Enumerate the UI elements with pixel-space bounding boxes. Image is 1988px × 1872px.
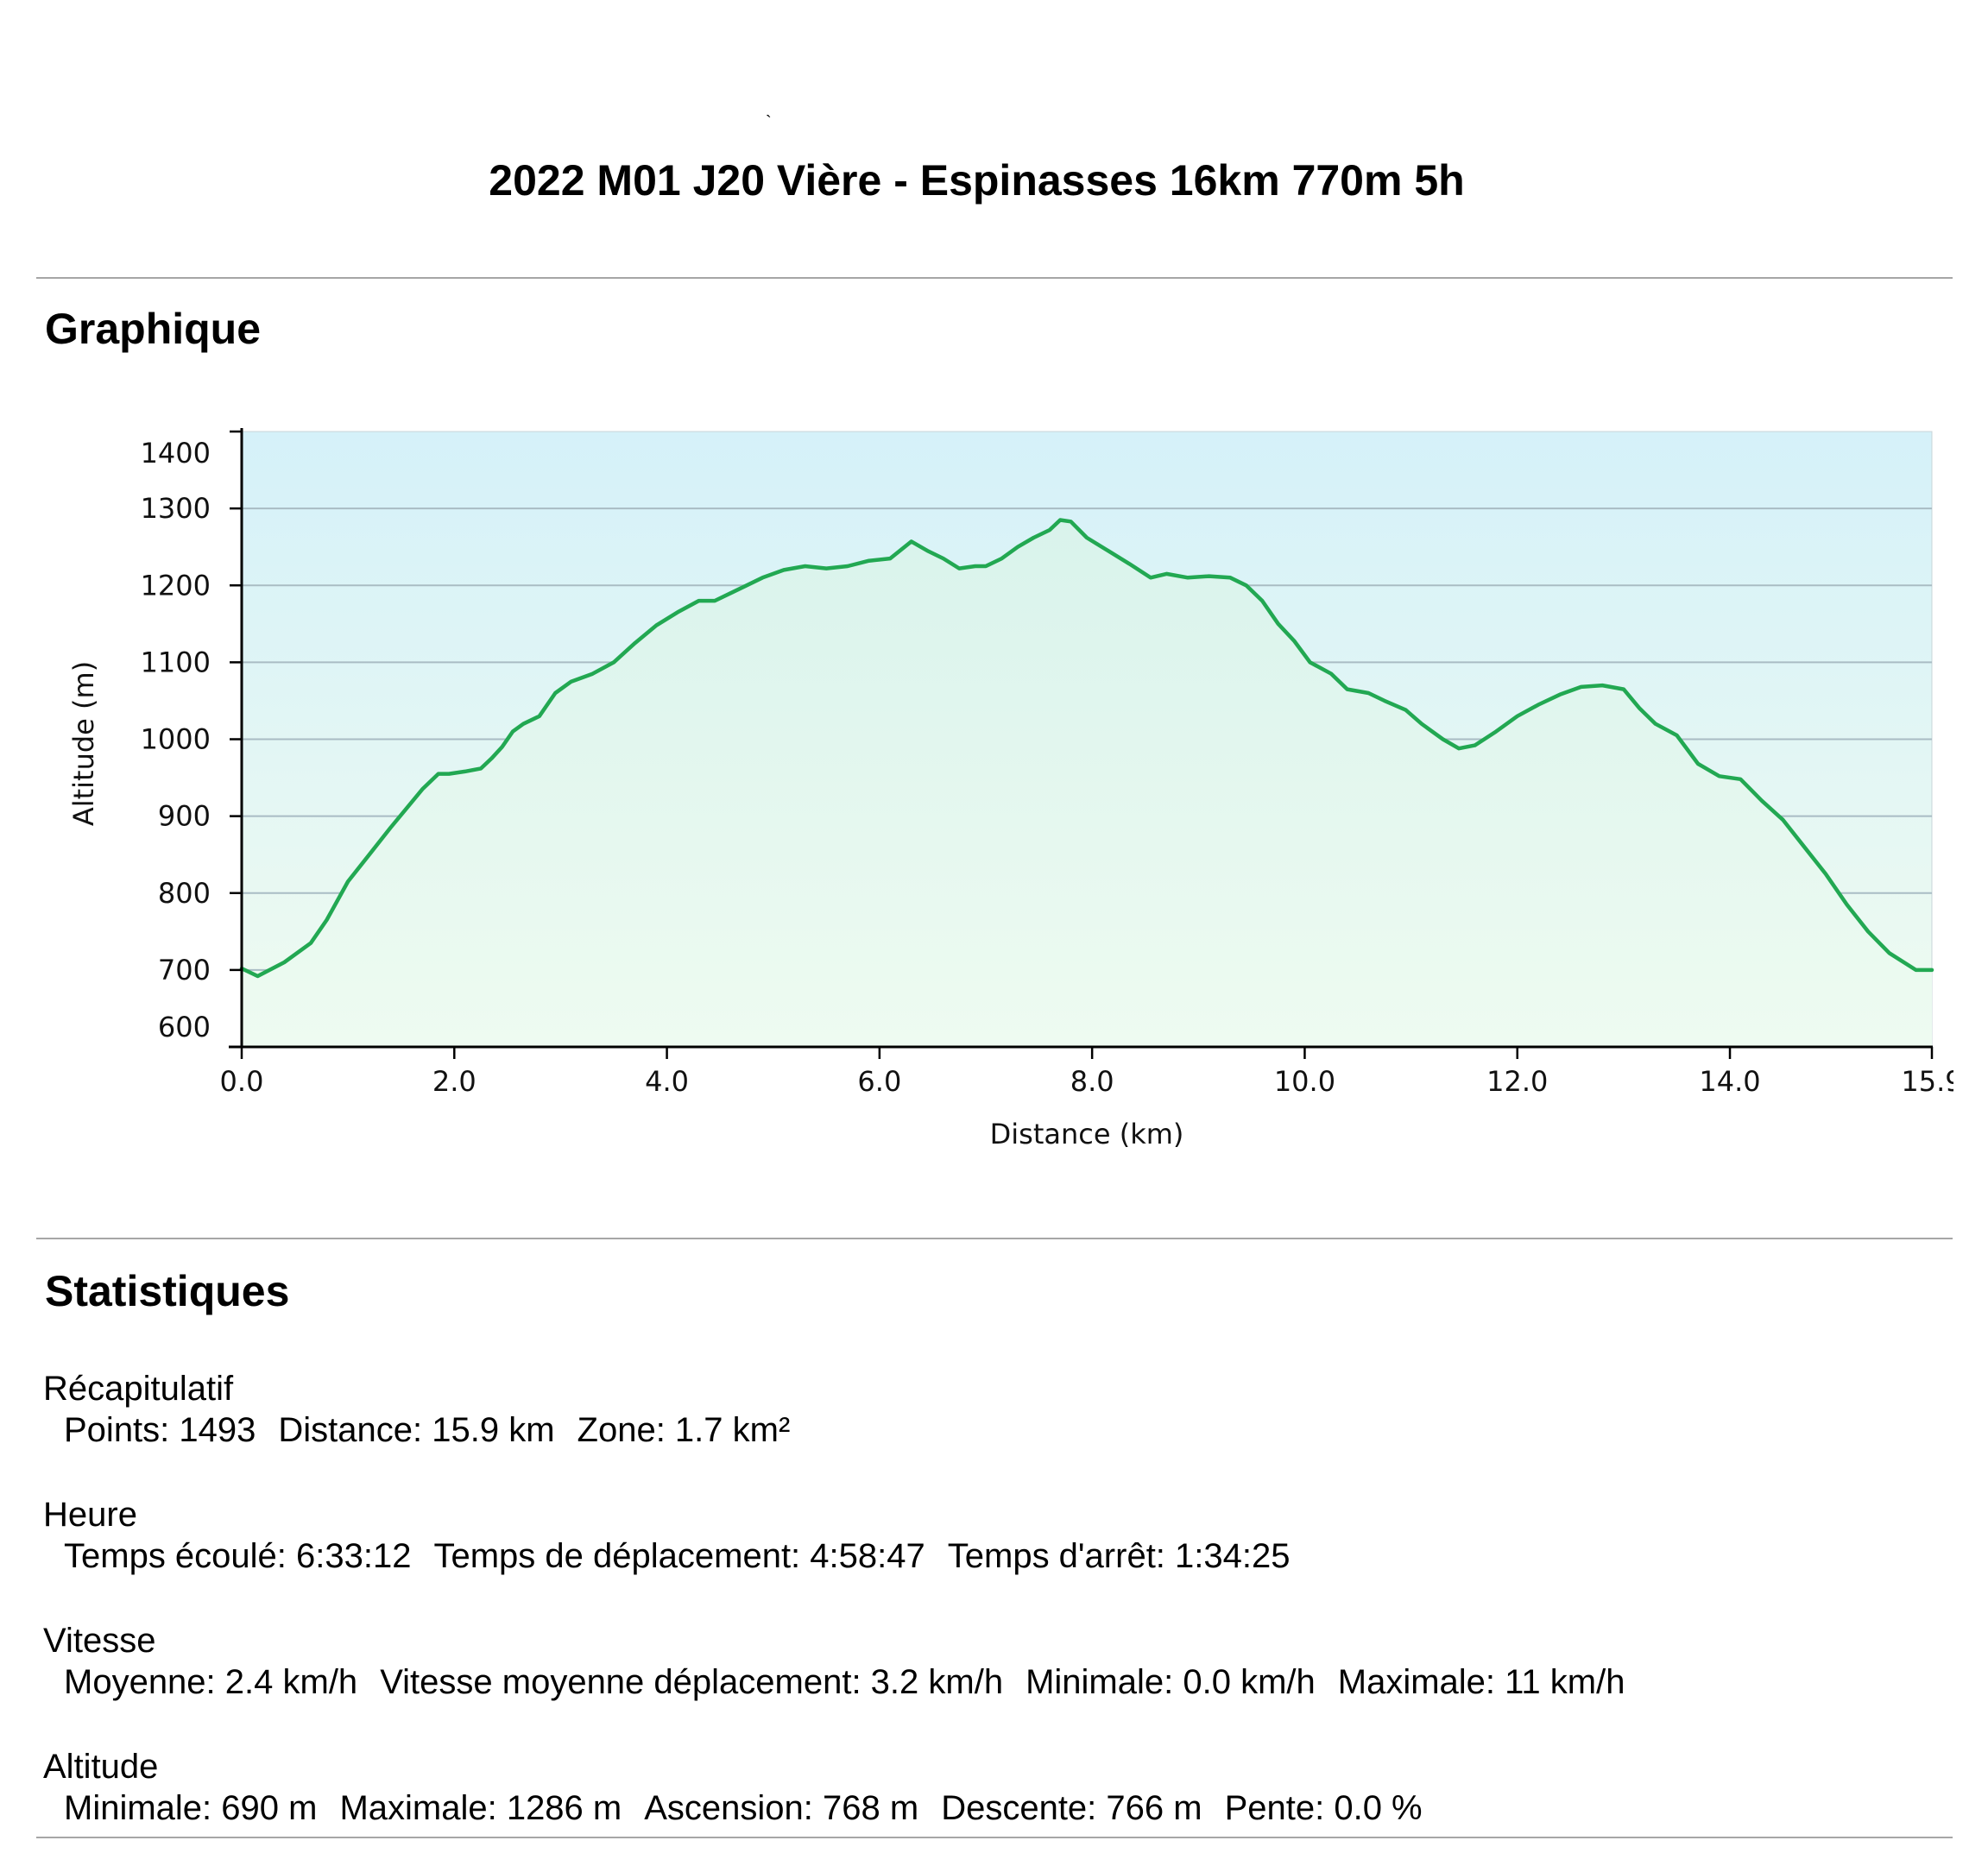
- section-heading-chart: Graphique: [45, 305, 262, 353]
- x-tick-label-6.0: 6.0: [857, 1065, 901, 1098]
- stat-item: Maximale: 11 km/h: [1337, 1663, 1625, 1701]
- x-tick-label-4.0: 4.0: [645, 1065, 689, 1098]
- y-tick-label-1200: 1200: [141, 569, 211, 602]
- elevation-chart: 600 700 800 900 1000 1100 1200 1300 1400 0.0 2.0 4.…: [67, 428, 1953, 1150]
- y-axis-title: Altitude (m): [67, 661, 100, 826]
- x-tick-label-8.0: 8.0: [1070, 1065, 1114, 1098]
- section-heading-stats: Statistiques: [45, 1267, 290, 1315]
- divider-middle: [36, 1238, 1953, 1239]
- y-tick-label-800: 800: [158, 877, 211, 910]
- x-tick-label-12.0: 12.0: [1486, 1065, 1548, 1098]
- stat-item: Temps de déplacement: 4:58:47: [433, 1537, 925, 1575]
- stat-item: Descente: 766 m: [941, 1789, 1202, 1827]
- stat-line: Minimale: 690 m Maximale: 1286 m Ascension…: [43, 1787, 1647, 1829]
- stat-group: Heure Temps écoulé: 6:33:12 Temps de dépla…: [43, 1494, 1647, 1577]
- stat-item: Vitesse moyenne déplacement: 3.2 km/h: [380, 1663, 1004, 1701]
- elevation-area: [242, 520, 1932, 1047]
- stat-line: Temps écoulé: 6:33:12 Temps de déplacemen…: [43, 1535, 1647, 1577]
- stat-line: Points: 1493 Distance: 15.9 km Zone: 1.7 k…: [43, 1409, 1647, 1451]
- y-tick-label-1300: 1300: [141, 492, 211, 525]
- y-tick-label-1100: 1100: [141, 646, 211, 678]
- divider-top: [36, 277, 1953, 279]
- page-title: 2022 M01 J20 Vière - Espinasses 16km 770…: [489, 156, 1465, 205]
- stat-item: Temps d'arrêt: 1:34:25: [947, 1537, 1291, 1575]
- y-tick-label-600: 600: [158, 1011, 211, 1043]
- stray-mark: `: [766, 113, 772, 132]
- x-tick-label-15.9: 15.9: [1901, 1065, 1953, 1098]
- x-tick-label-14.0: 14.0: [1699, 1065, 1760, 1098]
- stat-item: Distance: 15.9 km: [278, 1411, 555, 1449]
- stat-line: Moyenne: 2.4 km/h Vitesse moyenne déplace…: [43, 1661, 1647, 1703]
- stat-group: Altitude Minimale: 690 m Maximale: 1286 m A…: [43, 1746, 1647, 1829]
- stat-item: Minimale: 0.0 km/h: [1026, 1663, 1316, 1701]
- elevation-line: [239, 518, 1934, 979]
- x-axis-title: Distance (km): [990, 1118, 1184, 1150]
- x-tick-label-0.0: 0.0: [220, 1065, 264, 1098]
- stat-item: Moyenne: 2.4 km/h: [64, 1663, 358, 1701]
- stat-group-title: Vitesse: [43, 1622, 156, 1660]
- stat-group-title: Récapitulatif: [43, 1370, 234, 1408]
- y-tick-label-900: 900: [158, 800, 211, 833]
- stat-group-title: Heure: [43, 1496, 137, 1534]
- y-tick-label-1000: 1000: [141, 723, 211, 756]
- stat-item: Maximale: 1286 m: [339, 1789, 622, 1827]
- stat-item: Zone: 1.7 km²: [577, 1411, 791, 1449]
- stat-item: Minimale: 690 m: [64, 1789, 318, 1827]
- y-tick-label-700: 700: [158, 954, 211, 986]
- stat-group: Récapitulatif Points: 1493 Distance: 15.9 …: [43, 1368, 1647, 1451]
- statistics-panel: Récapitulatif Points: 1493 Distance: 15.9 …: [43, 1368, 1647, 1872]
- stat-item: Temps écoulé: 6:33:12: [64, 1537, 412, 1575]
- y-tick-label-1400: 1400: [141, 437, 211, 470]
- stat-item: Points: 1493: [64, 1411, 256, 1449]
- divider-bottom: [36, 1837, 1953, 1838]
- x-tick-label-2.0: 2.0: [432, 1065, 476, 1098]
- stat-item: Ascension: 768 m: [644, 1789, 919, 1827]
- stat-group-title: Altitude: [43, 1748, 159, 1786]
- stat-group: Vitesse Moyenne: 2.4 km/h Vitesse moyenne …: [43, 1620, 1647, 1703]
- x-tick-label-10.0: 10.0: [1274, 1065, 1335, 1098]
- stat-item: Pente: 0.0 %: [1224, 1789, 1423, 1827]
